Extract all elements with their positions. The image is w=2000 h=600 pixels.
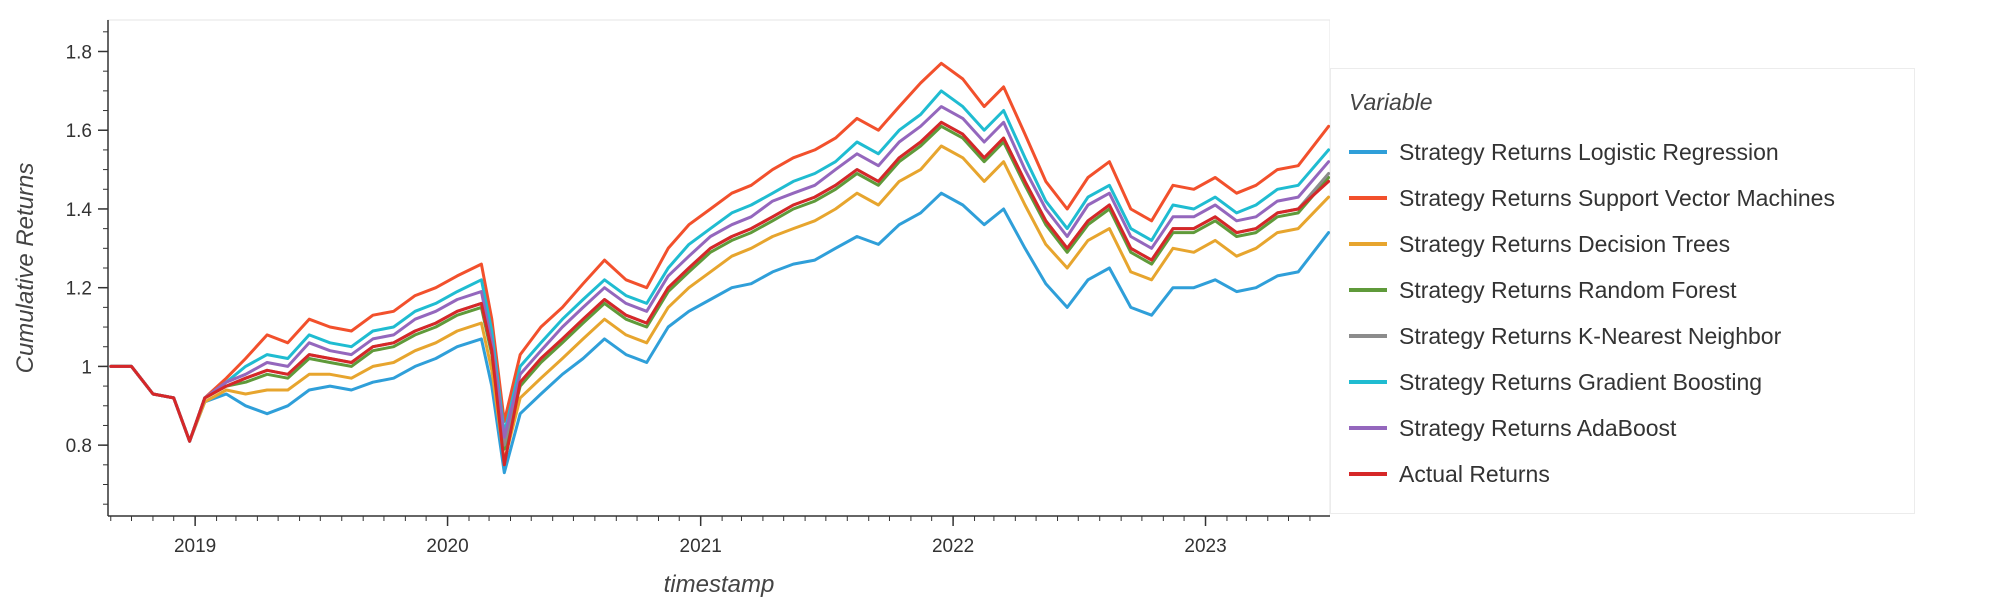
y-tick-label: 1.6 [66, 121, 92, 142]
legend-entry[interactable]: Strategy Returns Support Vector Machines [1349, 183, 1835, 213]
x-tick-label: 2021 [680, 536, 722, 557]
legend-swatch [1349, 426, 1387, 430]
series-line-strategy-returns-random-forest [109, 124, 1330, 451]
x-axis-title: timestamp [664, 571, 775, 598]
legend-label: Strategy Returns Support Vector Machines [1399, 184, 1835, 211]
legend-label: Strategy Returns AdaBoost [1399, 414, 1677, 441]
legend-swatch [1349, 288, 1387, 292]
legend-swatch [1349, 150, 1387, 154]
y-axis-title: Cumulative Returns [12, 163, 39, 374]
legend-label: Strategy Returns Random Forest [1399, 276, 1737, 303]
series-line-strategy-returns-gradient-boosting [109, 89, 1330, 443]
series-line-strategy-returns-decision-trees [109, 144, 1330, 463]
x-tick-label: 2020 [426, 536, 468, 557]
legend-label: Strategy Returns Gradient Boosting [1399, 368, 1763, 395]
y-tick-label: 1.2 [66, 279, 92, 300]
legend-entry[interactable]: Strategy Returns Decision Trees [1349, 229, 1730, 259]
legend-entry[interactable]: Actual Returns [1349, 459, 1550, 489]
y-tick-label: 1 [81, 357, 92, 378]
plot-area [107, 19, 1330, 517]
legend-entry[interactable]: Strategy Returns Gradient Boosting [1349, 367, 1762, 397]
x-axis: 2019 2020 2021 2022 2023 [108, 515, 1330, 557]
x-tick-label: 2023 [1184, 536, 1226, 557]
legend-entry[interactable]: Strategy Returns Random Forest [1349, 275, 1736, 305]
legend-swatch [1349, 380, 1387, 384]
series-line-strategy-returns-k-nearest-neighbor [109, 120, 1330, 447]
legend-entry[interactable]: Strategy Returns AdaBoost [1349, 413, 1676, 443]
x-tick-label: 2019 [174, 536, 216, 557]
legend: Variable Strategy Returns Logistic Regre… [1330, 68, 1915, 514]
legend-label: Strategy Returns K-Nearest Neighbor [1399, 322, 1782, 349]
legend-entry[interactable]: Strategy Returns Logistic Regression [1349, 137, 1779, 167]
x-tick-label: 2022 [932, 536, 974, 557]
legend-label: Actual Returns [1399, 460, 1550, 487]
y-axis: 0.8 1 1.2 1.4 1.6 1.8 [66, 20, 109, 516]
legend-swatch [1349, 196, 1387, 200]
legend-title: Variable [1349, 89, 1433, 115]
legend-label: Strategy Returns Logistic Regression [1399, 138, 1779, 165]
legend-swatch [1349, 334, 1387, 338]
y-tick-label: 0.8 [66, 436, 92, 457]
series-line-actual-returns [109, 120, 1330, 467]
legend-swatch [1349, 242, 1387, 246]
series-line-strategy-returns-adaboost [109, 105, 1330, 443]
y-tick-label: 1.8 [66, 42, 92, 63]
series-line-strategy-returns-support-vector-machines [109, 61, 1330, 443]
legend-entry[interactable]: Strategy Returns K-Nearest Neighbor [1349, 321, 1781, 351]
legend-label: Strategy Returns Decision Trees [1399, 230, 1731, 257]
y-tick-label: 1.4 [66, 200, 93, 221]
series-lines [109, 61, 1330, 475]
plot-frame [107, 19, 1330, 517]
line-chart: 2019 2020 2021 2022 2023 0.8 1 1.2 1.4 1.6 1.8 ti… [12, 19, 1330, 598]
legend-swatch [1349, 472, 1387, 476]
series-line-strategy-returns-logistic-regression [109, 191, 1330, 475]
